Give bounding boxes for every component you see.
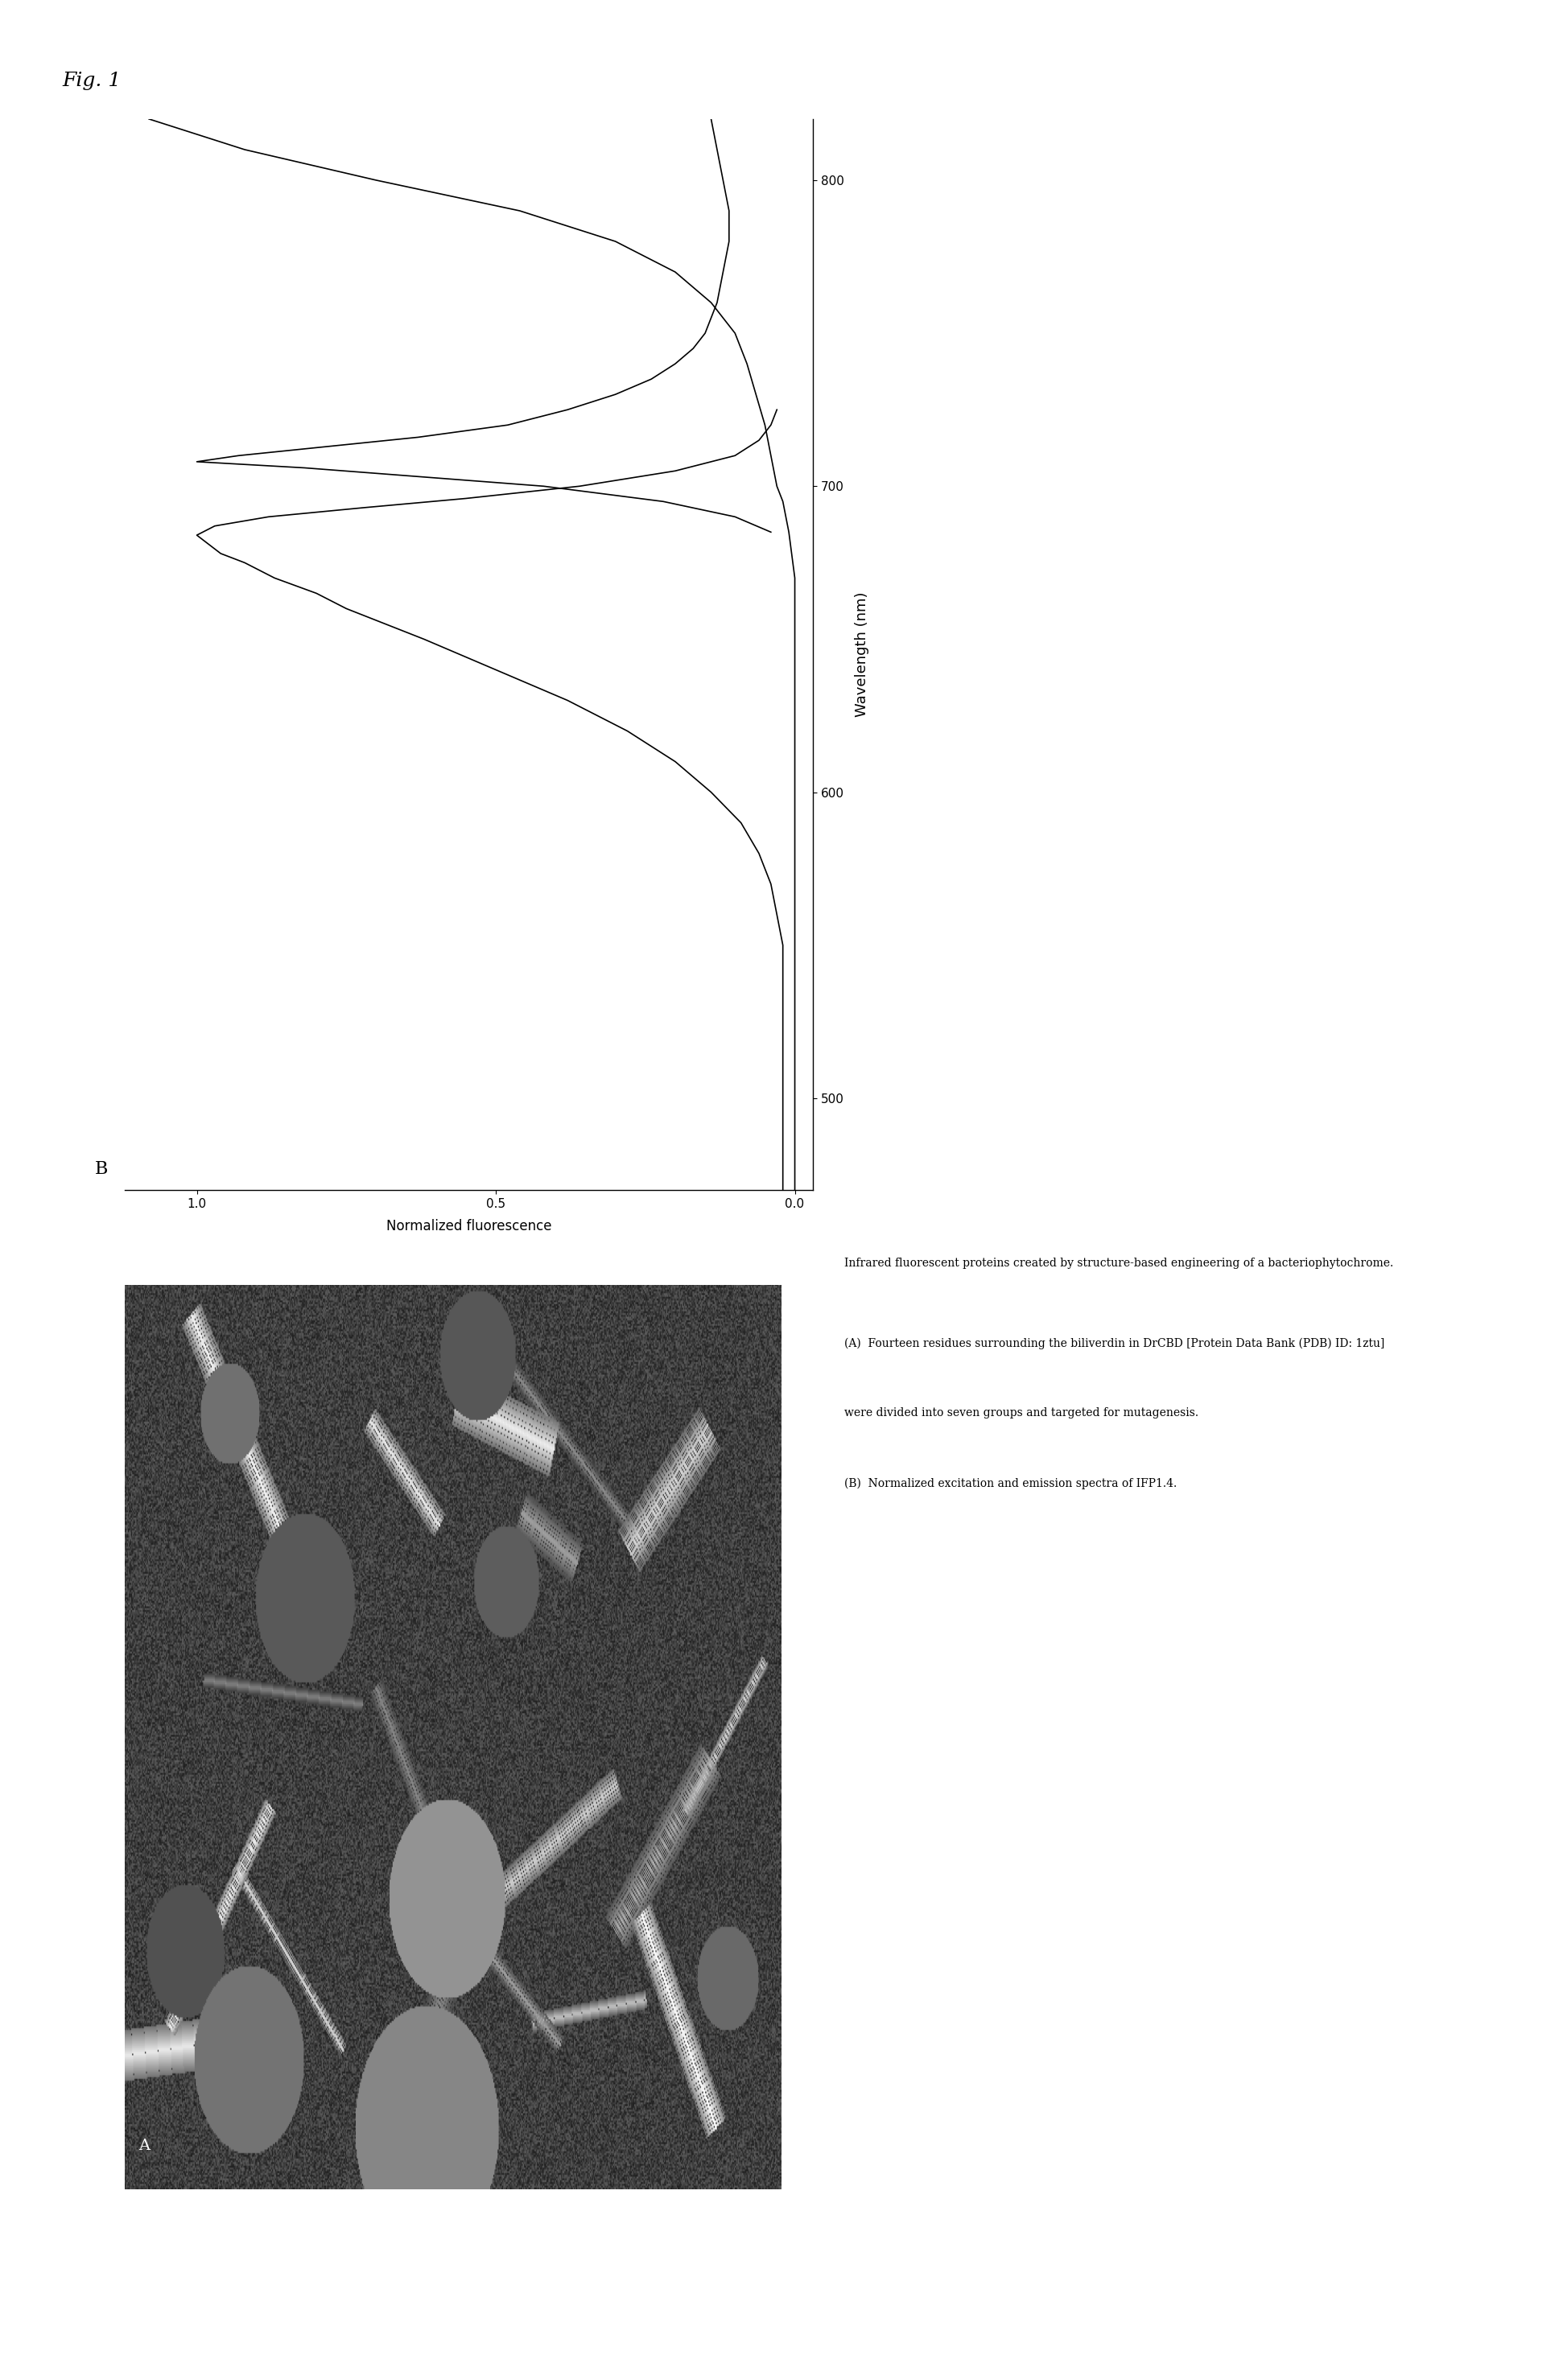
- Text: A: A: [138, 2140, 150, 2154]
- Text: Infrared fluorescent proteins created by structure-based engineering of a bacter: Infrared fluorescent proteins created by…: [844, 1257, 1393, 1269]
- Text: (A)  Fourteen residues surrounding the biliverdin in DrCBD [Protein Data Bank (P: (A) Fourteen residues surrounding the bi…: [844, 1338, 1385, 1349]
- Text: B: B: [95, 1161, 108, 1178]
- Text: were divided into seven groups and targeted for mutagenesis.: were divided into seven groups and targe…: [844, 1407, 1199, 1418]
- X-axis label: Normalized fluorescence: Normalized fluorescence: [386, 1219, 552, 1233]
- Y-axis label: Wavelength (nm): Wavelength (nm): [855, 593, 869, 716]
- Text: Fig. 1: Fig. 1: [63, 71, 122, 90]
- Text: (B)  Normalized excitation and emission spectra of IFP1.4.: (B) Normalized excitation and emission s…: [844, 1478, 1177, 1490]
